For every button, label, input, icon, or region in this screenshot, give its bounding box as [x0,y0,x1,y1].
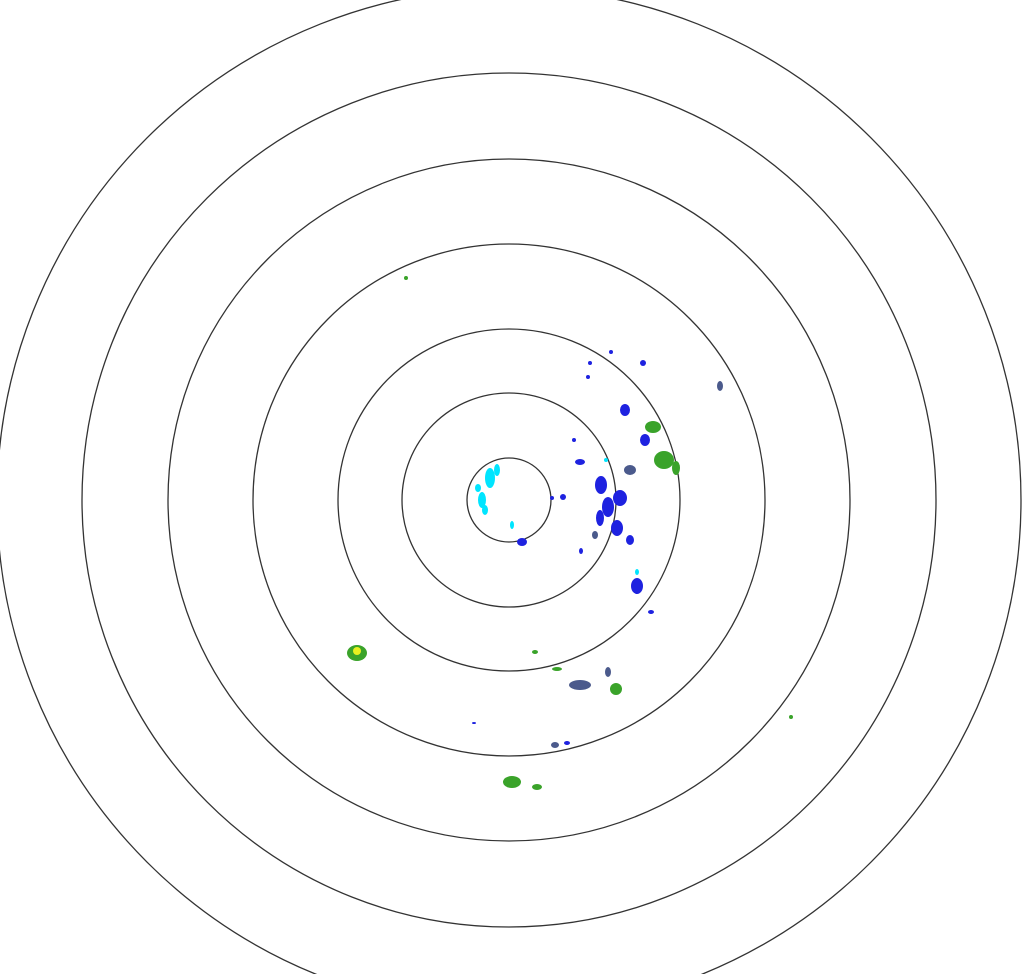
range-ring [337,328,681,672]
echo-blob [485,468,495,488]
echo-blob [635,569,639,575]
echo-blob [672,461,680,475]
echo-blob [613,490,627,506]
echo-blob [717,381,723,391]
echo-blob [353,647,361,655]
echo-blob [572,438,576,442]
echo-blob [551,742,559,748]
echo-blob [579,548,583,554]
echo-blob [631,578,643,594]
echo-blob [620,404,630,416]
echo-blob [789,715,793,719]
precipitation-echoes [347,276,793,790]
echo-blob [626,535,634,545]
range-ring [401,392,617,608]
echo-blob [475,484,481,492]
echo-blob [517,538,527,546]
echo-blob [552,667,562,671]
echo-blob [482,505,488,515]
echo-blob [610,683,622,695]
echo-blob [560,494,566,500]
echo-blob [404,276,408,280]
echo-blob [640,434,650,446]
echo-blob [602,497,614,517]
echo-blob [624,465,636,475]
echo-blob [532,784,542,790]
echo-blob [503,776,521,788]
echo-blob [569,680,591,690]
echo-blob [494,464,500,476]
echo-blob [550,496,554,500]
echo-blob [592,531,598,539]
echo-blob [596,510,604,526]
echo-blob [588,361,592,365]
range-ring [167,158,851,842]
echo-blob [604,458,608,462]
range-ring [466,457,552,543]
echo-blob [472,722,476,724]
echo-blob [611,520,623,536]
range-ring [81,72,937,928]
echo-blob [609,350,613,354]
echo-blob [564,741,570,745]
echo-blob [595,476,607,494]
echo-blob [645,421,661,433]
echo-blob [575,459,585,465]
echo-blob [605,667,611,677]
echo-blob [648,610,654,614]
echo-blob [640,360,646,366]
echo-blob [654,451,674,469]
echo-blob [586,375,590,379]
echo-blob [532,650,538,654]
echo-blob [478,492,486,508]
range-ring [252,243,766,757]
echo-blob [510,521,514,529]
